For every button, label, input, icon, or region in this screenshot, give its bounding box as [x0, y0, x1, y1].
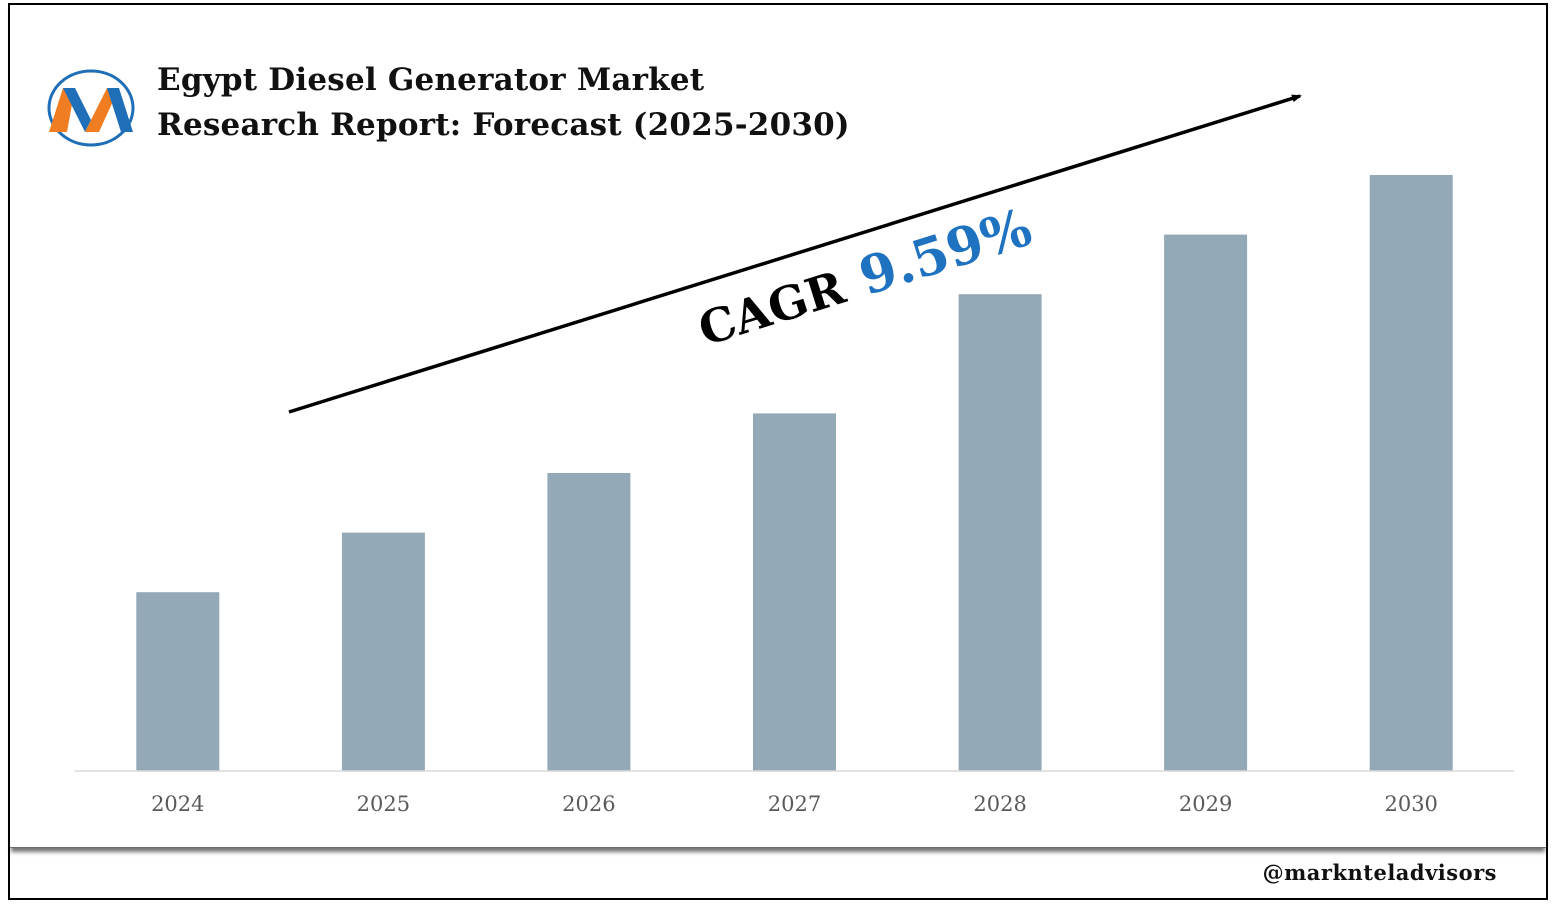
- bar-2024: [136, 592, 220, 771]
- x-tick-label-2027: 2027: [768, 792, 821, 816]
- cagr-label: CAGR: [692, 260, 852, 357]
- growth-trend-arrow: [288, 94, 1302, 414]
- bars-group: [136, 175, 1453, 772]
- bar-2030: [1369, 175, 1453, 771]
- x-tick-label-2024: 2024: [151, 792, 204, 816]
- x-tick-label-2030: 2030: [1384, 792, 1437, 816]
- chart-title-line-2: Research Report: Forecast (2025-2030): [157, 107, 850, 143]
- x-tick-label-2028: 2028: [973, 792, 1026, 816]
- footer-handle: @marknteladvisors: [1262, 860, 1497, 885]
- bar-2026: [547, 473, 631, 771]
- bar-2025: [341, 532, 425, 771]
- x-tick-label-2025: 2025: [357, 792, 410, 816]
- marknteladvisors-logo-icon: [47, 69, 135, 147]
- chart-title-line-1: Egypt Diesel Generator Market: [157, 62, 705, 98]
- x-tick-label-2029: 2029: [1179, 792, 1232, 816]
- bar-2027: [753, 413, 836, 771]
- bar-2028: [958, 294, 1042, 771]
- chart-title: Egypt Diesel Generator Market Research R…: [157, 58, 850, 148]
- x-tick-labels: 2024 2025 2026 2027 2028 2029 2030: [151, 792, 1438, 816]
- x-tick-label-2026: 2026: [562, 792, 615, 816]
- bar-2029: [1164, 234, 1248, 772]
- cagr-value: 9.59%: [852, 197, 1038, 308]
